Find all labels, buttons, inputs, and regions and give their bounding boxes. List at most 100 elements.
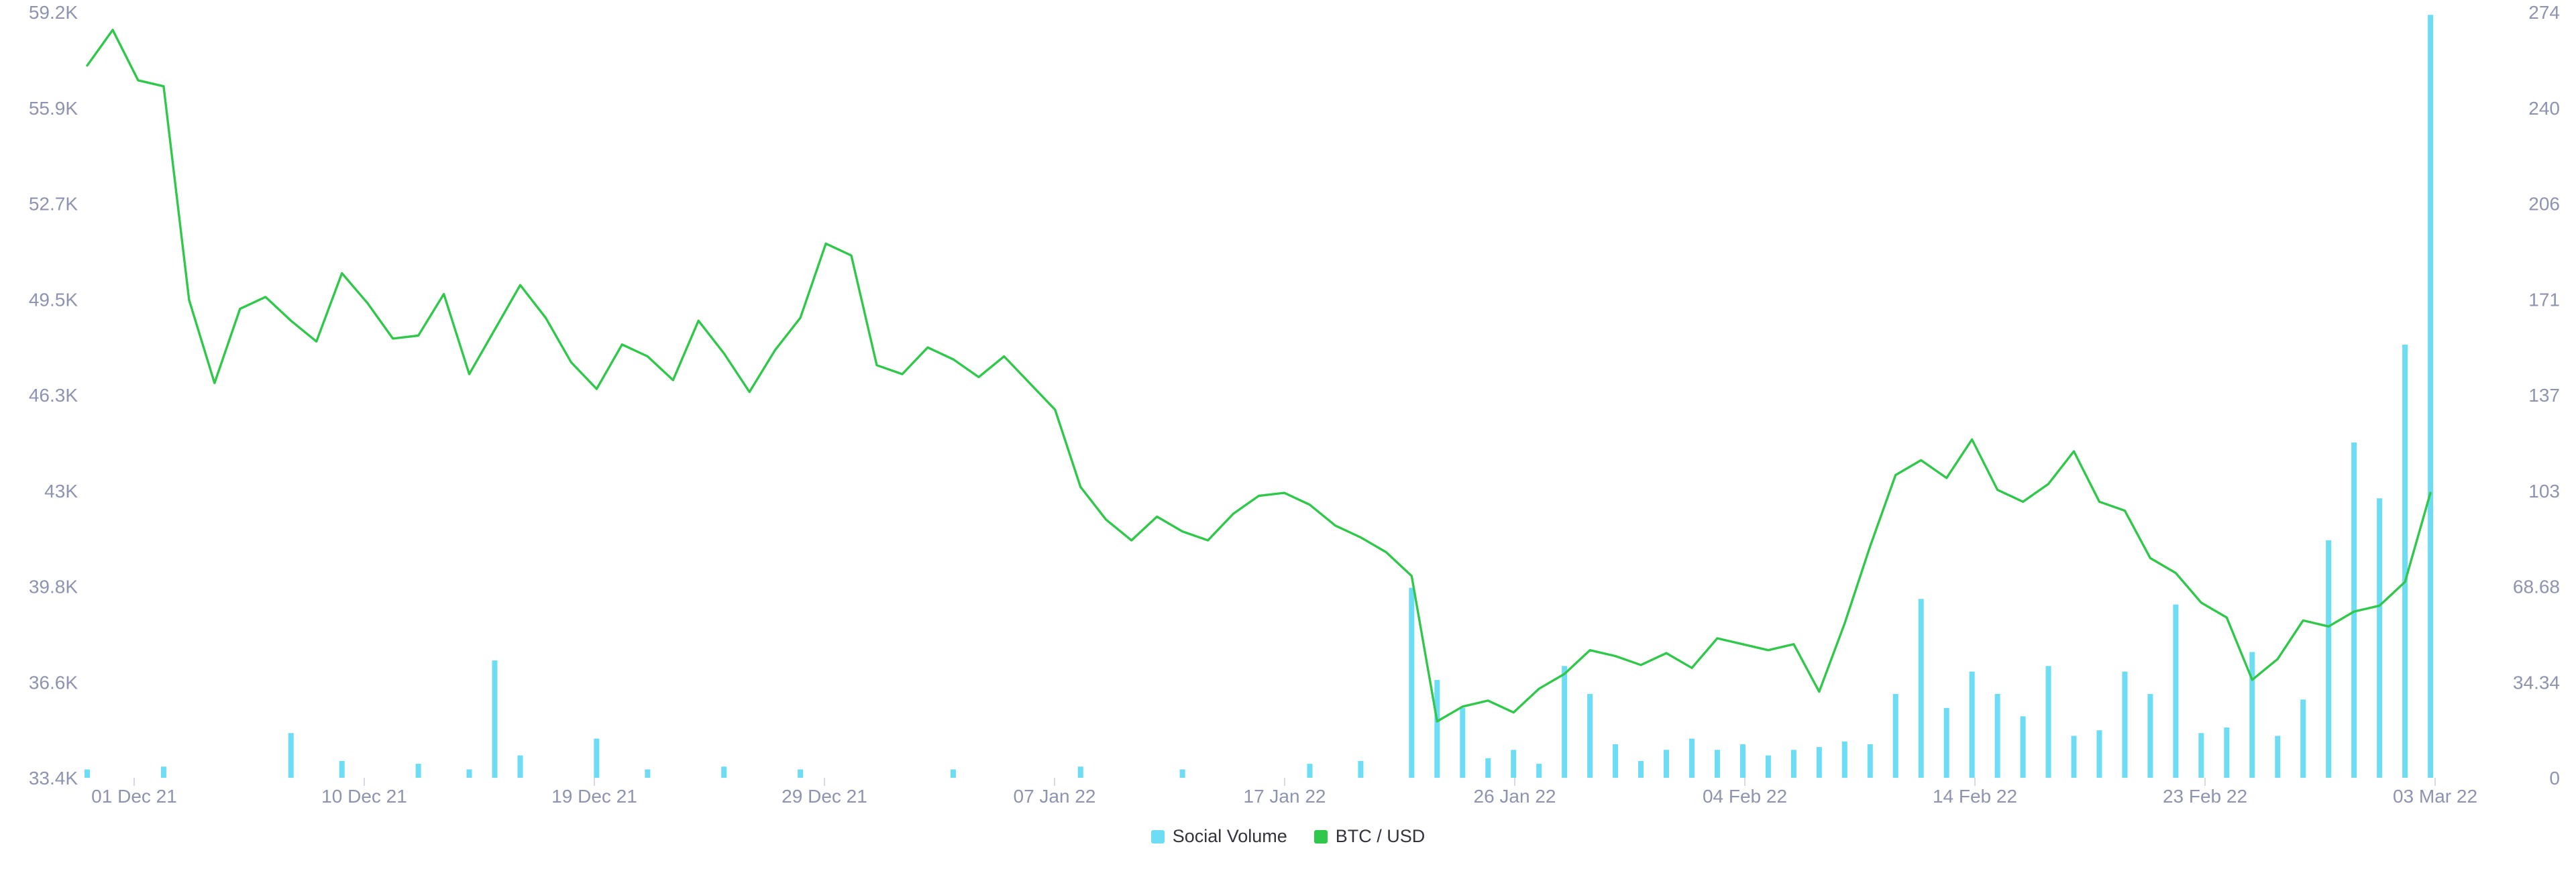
social-volume-bar xyxy=(2249,652,2255,778)
x-tick-label: 03 Mar 22 xyxy=(2393,786,2477,807)
social-volume-bar xyxy=(1587,693,1593,778)
social-volume-bar xyxy=(798,769,804,778)
left-axis-ticks: 59.2K 55.9K 52.7K 49.5K 46.3K 43K 39.8K 36.6K 33… xyxy=(29,2,78,789)
y-left-tick-label: 59.2K xyxy=(29,2,78,23)
social-volume-bar xyxy=(1460,707,1466,778)
social-volume-bar xyxy=(721,766,727,778)
social-volume-bar xyxy=(1739,744,1746,778)
social-volume-bar xyxy=(160,766,166,778)
social-volume-bar xyxy=(2275,736,2281,778)
social-volume-bar xyxy=(950,769,956,778)
x-axis-ticks: 01 Dec 21 10 Dec 21 19 Dec 21 29 Dec 21 07 J… xyxy=(91,778,2477,807)
social-volume-bar xyxy=(594,738,600,778)
legend-swatch-btc-usd xyxy=(1313,829,1328,843)
y-left-tick-label: 49.5K xyxy=(29,289,78,310)
x-tick-label: 04 Feb 22 xyxy=(1703,786,1787,807)
social-volume-bar xyxy=(2428,15,2434,778)
y-left-tick-label: 46.3K xyxy=(29,385,78,406)
y-right-tick-label: 103 xyxy=(2528,481,2560,502)
y-right-tick-label: 137 xyxy=(2528,385,2560,406)
social-volume-bar xyxy=(339,760,345,778)
social-volume-bar xyxy=(2020,716,2026,778)
social-volume-bar xyxy=(1688,738,1695,778)
x-tick-label: 29 Dec 21 xyxy=(782,786,867,807)
social-volume-bar xyxy=(2147,693,2153,778)
y-right-tick-label: 34.34 xyxy=(2513,672,2560,693)
social-volume-bar xyxy=(2198,733,2204,778)
social-volume-bar xyxy=(1714,750,1720,778)
social-volume-bar xyxy=(1485,758,1491,778)
social-volume-bar xyxy=(1816,747,1822,778)
y-right-tick-label: 206 xyxy=(2528,194,2560,215)
x-tick-label: 17 Jan 22 xyxy=(1244,786,1326,807)
social-volume-bar xyxy=(2224,727,2230,778)
social-volume-bar xyxy=(466,769,472,778)
social-volume-bar xyxy=(1943,707,1949,778)
legend-item-social-volume[interactable]: Social Volume xyxy=(1150,826,1287,847)
social-volume-bar xyxy=(1994,693,2000,778)
y-left-tick-label: 52.7K xyxy=(29,194,78,215)
social-volume-bar xyxy=(2300,699,2306,778)
social-volume-bar xyxy=(1867,744,1873,778)
social-volume-bar xyxy=(1841,741,1847,778)
social-volume-bar xyxy=(1077,766,1083,778)
social-volume-bar xyxy=(2402,344,2408,778)
social-volume-bar xyxy=(1307,764,1313,778)
social-volume-bar xyxy=(1536,764,1542,778)
btc-usd-line xyxy=(86,28,2432,723)
x-tick-label: 14 Feb 22 xyxy=(1933,786,2017,807)
social-volume-bar xyxy=(492,660,498,778)
social-volume-bar xyxy=(415,764,421,778)
right-axis-ticks: 274 240 206 171 137 103 68.68 34.34 0 xyxy=(2513,2,2560,789)
social-volume-bar xyxy=(1562,666,1568,778)
social-volume-bar xyxy=(1511,750,1517,778)
social-volume-bar xyxy=(2071,736,2077,778)
y-left-tick-label: 33.4K xyxy=(29,768,78,789)
x-tick-label: 07 Jan 22 xyxy=(1014,786,1096,807)
social-volume-bar xyxy=(2045,666,2051,778)
y-left-tick-label: 36.6K xyxy=(29,672,78,693)
y-right-tick-label: 171 xyxy=(2528,289,2560,310)
y-right-tick-label: 0 xyxy=(2549,768,2560,789)
legend-item-btc-usd[interactable]: BTC / USD xyxy=(1313,826,1426,847)
social-volume-bar xyxy=(1664,750,1670,778)
y-left-tick-label: 55.9K xyxy=(29,98,78,119)
x-tick-label: 26 Jan 22 xyxy=(1474,786,1556,807)
legend-label-btc-usd: BTC / USD xyxy=(1335,826,1426,846)
social-volume-bar xyxy=(2326,540,2332,778)
x-tick-label: 01 Dec 21 xyxy=(91,786,177,807)
social-volume-bar xyxy=(1892,693,1898,778)
y-right-tick-label: 240 xyxy=(2528,98,2560,119)
social-volume-bar xyxy=(1638,760,1644,778)
social-volume-bar xyxy=(1434,680,1440,778)
social-volume-bar xyxy=(1969,671,1975,778)
x-tick-label: 10 Dec 21 xyxy=(321,786,407,807)
bars-layer xyxy=(85,15,2434,778)
social-volume-bar xyxy=(2122,671,2128,778)
y-left-tick-label: 39.8K xyxy=(29,577,78,597)
social-volume-bar xyxy=(645,769,651,778)
social-volume-bar xyxy=(1790,750,1796,778)
x-tick-label: 23 Feb 22 xyxy=(2163,786,2247,807)
social-volume-bar xyxy=(1179,769,1185,778)
social-volume-bar xyxy=(2377,498,2383,778)
social-volume-bar xyxy=(288,733,294,778)
social-volume-bar xyxy=(85,769,90,778)
x-tick-label: 19 Dec 21 xyxy=(551,786,637,807)
social-volume-bar xyxy=(1358,760,1364,778)
social-volume-bar xyxy=(2096,730,2102,778)
y-right-tick-label: 274 xyxy=(2528,2,2560,23)
y-left-tick-label: 43K xyxy=(44,481,78,502)
legend-label-social-volume: Social Volume xyxy=(1172,826,1287,846)
social-volume-bar xyxy=(1613,744,1619,778)
legend-swatch-social-volume xyxy=(1150,829,1165,843)
legend: Social Volume BTC / USD xyxy=(0,826,2576,847)
social-volume-bar xyxy=(1765,755,1771,778)
social-volume-bar xyxy=(2173,604,2179,778)
social-volume-bar xyxy=(1918,599,1924,778)
y-right-tick-label: 68.68 xyxy=(2513,577,2560,597)
social-volume-bar xyxy=(2351,442,2357,778)
social-volume-bar xyxy=(517,755,523,778)
